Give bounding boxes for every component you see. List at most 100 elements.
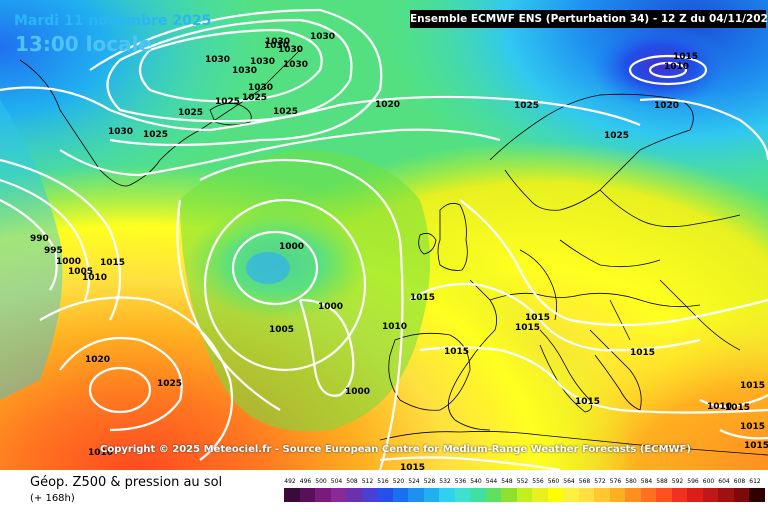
isobar-label: 1030 [265, 37, 290, 47]
scale-swatch [578, 488, 594, 502]
isobar-label: 1030 [264, 41, 289, 51]
isobar-label: 990 [30, 234, 49, 244]
isobar-label: 1030 [108, 127, 133, 137]
forecast-date: Mardi 11 novembre 2025 [14, 13, 212, 29]
isobar-label: 1025 [143, 130, 168, 140]
scale-swatch [330, 488, 346, 502]
isobar-label: 1015 [444, 347, 469, 357]
isobar-label: 1015 [740, 422, 765, 432]
scale-label: 556 [532, 478, 544, 485]
scale-label: 500 [315, 478, 327, 485]
isobar-label: 1030 [205, 55, 230, 65]
scale-label: 608 [733, 478, 746, 485]
isobar-label: 1015 [100, 258, 125, 268]
isobar-label: 1020 [654, 101, 679, 111]
scale-swatch [485, 488, 501, 502]
scale-label: 540 [470, 478, 482, 485]
scale-label: 584 [640, 478, 653, 485]
isobar-label: 1030 [283, 60, 308, 70]
scale-label: 604 [718, 478, 730, 485]
scale-label: 512 [361, 478, 374, 485]
isobar-label: 1025 [273, 107, 298, 117]
scale-swatch [423, 488, 439, 502]
isobars [0, 8, 768, 470]
scale-label: 536 [454, 478, 467, 485]
scale-label: 504 [330, 478, 343, 485]
isobar-label: 1000 [345, 387, 370, 397]
scale-label: 492 [284, 478, 296, 485]
isobar-label: 1025 [178, 108, 203, 118]
legend-title: Géop. Z500 & pression au sol [30, 475, 223, 490]
scale-swatch [439, 488, 455, 502]
scale-swatch [733, 488, 749, 502]
scale-swatch [609, 488, 625, 502]
scale-swatch [299, 488, 315, 502]
forecast-time: 13:00 locale [15, 32, 152, 56]
scale-swatch [470, 488, 486, 502]
scale-label: 580 [625, 478, 637, 485]
isobar-label: 1015 [630, 348, 655, 358]
weather-map: 1030 1030 1030 1030 1030 1030 1030 1030 … [0, 0, 768, 470]
scale-label: 548 [501, 478, 513, 485]
isobar-label: 1015 [725, 403, 750, 413]
isobar-label: 1015 [575, 397, 600, 407]
scale-swatch [408, 488, 424, 502]
isobar-label: 1000 [56, 257, 81, 267]
isobar-label: 1010 [707, 402, 732, 412]
scale-label: 552 [516, 478, 529, 485]
scale-label: 532 [439, 478, 451, 485]
isobar-label: 1005 [269, 325, 294, 335]
isobar-label: 1030 [250, 57, 275, 67]
scale-swatch [640, 488, 656, 502]
scale-label: 496 [299, 478, 312, 485]
isobar-label: 1015 [525, 313, 550, 323]
scale-swatch [454, 488, 470, 502]
scale-swatch [377, 488, 393, 502]
scale-swatch [718, 488, 734, 502]
scale-swatch [687, 488, 703, 502]
model-header: Ensemble ECMWF ENS (Perturbation 34) - 1… [410, 10, 768, 28]
scale-label: 576 [609, 478, 622, 485]
isobar-label: 1010 [88, 448, 113, 458]
scale-label: 508 [346, 478, 358, 485]
scale-swatch [392, 488, 408, 502]
isobar-label: 1025 [157, 379, 182, 389]
isobar-label: 1015 [410, 293, 435, 303]
isobar-label: 1005 [68, 267, 93, 277]
legend-subtitle: (+ 168h) [30, 493, 75, 504]
isobar-label: 1030 [310, 32, 335, 42]
scale-swatch [361, 488, 377, 502]
scale-label: 600 [702, 478, 715, 485]
scale-swatch [594, 488, 610, 502]
isobar-label: 1025 [604, 131, 629, 141]
isobar-label: 1015 [515, 323, 540, 333]
isobar-label: 1010 [664, 62, 689, 72]
isobar-label: 1000 [318, 302, 343, 312]
isobar-label: 1030 [248, 83, 273, 93]
isobar-label: 1030 [278, 45, 303, 55]
scale-label: 568 [578, 478, 591, 485]
scale-swatch [532, 488, 548, 502]
scale-swatch [671, 488, 687, 502]
isobar-label: 1025 [242, 93, 267, 103]
scale-swatch [749, 488, 765, 502]
scale-swatch [625, 488, 641, 502]
isobar-label: 1030 [232, 66, 257, 76]
isobar-label: 1015 [740, 381, 765, 391]
scale-swatch [501, 488, 517, 502]
isobar-labels: 1030 1030 1030 1030 1030 1030 1030 1030 … [30, 32, 768, 470]
scale-swatch [702, 488, 718, 502]
scale-label: 596 [687, 478, 699, 485]
scale-swatch [563, 488, 579, 502]
isobar-label: 1010 [82, 273, 107, 283]
isobar-label: 1010 [382, 322, 407, 332]
scale-swatch [656, 488, 672, 502]
scale-swatch [284, 488, 300, 502]
coastlines [19, 49, 768, 456]
scale-label: 592 [671, 478, 684, 485]
isobar-label: 995 [44, 246, 63, 256]
scale-swatch [516, 488, 532, 502]
isobar-label: 1020 [375, 100, 400, 110]
scale-label: 520 [392, 478, 405, 485]
isobar-label: 1015 [400, 463, 425, 470]
